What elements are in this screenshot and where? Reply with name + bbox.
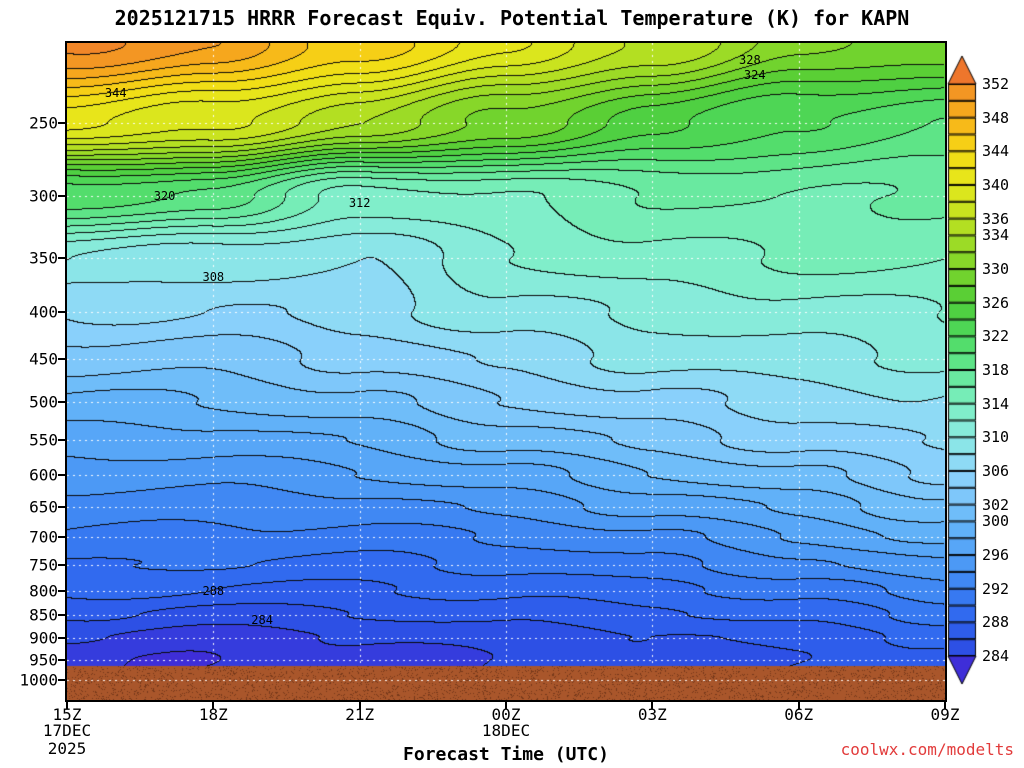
y-tick-label: 600 xyxy=(29,465,58,485)
watermark-link[interactable]: coolwx.com/modelts xyxy=(840,740,1014,759)
y-tick-mark xyxy=(58,589,66,592)
y-tick-label: 800 xyxy=(29,581,58,601)
colorbar-tick-label: 348 xyxy=(982,108,1010,127)
y-tick-mark xyxy=(58,506,66,509)
y-tick-label: 500 xyxy=(29,392,58,412)
x-tick-label: 21Z xyxy=(345,705,375,724)
x-axis-title: Forecast Time (UTC) xyxy=(403,744,609,765)
chart-title: 2025121715 HRRR Forecast Equiv. Potentia… xyxy=(114,6,910,30)
x-tick-mark xyxy=(944,701,946,709)
x-tick-mark xyxy=(797,701,800,709)
x-tick-label: 06Z xyxy=(784,705,814,724)
y-tick-mark xyxy=(58,637,66,639)
x-date-label-18dec: 18DEC xyxy=(481,721,531,740)
colorbar-tick-label: 296 xyxy=(982,546,1010,565)
y-tick-mark xyxy=(58,400,66,403)
y-tick-mark xyxy=(58,310,66,313)
colorbar-tick-label: 352 xyxy=(982,75,1010,93)
x-tick-mark xyxy=(505,701,507,709)
colorbar-tick-label: 326 xyxy=(982,293,1010,312)
y-tick-label: 250 xyxy=(29,113,58,133)
colorbar-tick-label: 288 xyxy=(982,613,1010,632)
colorbar-tick-label: 300 xyxy=(982,512,1010,531)
x-tick-mark xyxy=(651,701,654,709)
y-tick-label: 350 xyxy=(29,248,58,268)
y-tick-label: 1000 xyxy=(19,670,58,690)
y-tick-label: 900 xyxy=(29,628,58,648)
y-tick-mark xyxy=(58,121,66,124)
colorbar-tick-label: 292 xyxy=(982,579,1010,598)
x-tick-label: 09Z xyxy=(930,705,960,724)
colorbar-tick-label: 322 xyxy=(982,327,1010,346)
y-tick-label: 650 xyxy=(29,497,58,517)
x-date-label-year: 2025 xyxy=(47,739,87,758)
y-tick-mark xyxy=(58,195,66,198)
y-tick-mark xyxy=(58,438,66,441)
y-tick-label: 850 xyxy=(29,605,58,625)
y-tick-mark xyxy=(58,257,66,260)
x-tick-mark xyxy=(212,701,215,709)
y-tick-label: 300 xyxy=(29,186,58,206)
y-tick-label: 750 xyxy=(29,555,58,575)
colorbar-tick-label: 330 xyxy=(982,260,1010,279)
x-tick-mark xyxy=(358,701,361,709)
y-tick-mark xyxy=(58,563,66,566)
colorbar-tick-label: 310 xyxy=(982,428,1010,447)
y-tick-mark xyxy=(58,473,66,476)
y-tick-mark xyxy=(58,679,66,682)
x-tick-label: 03Z xyxy=(637,705,667,724)
y-tick-label: 400 xyxy=(29,302,58,322)
colorbar-canvas xyxy=(946,50,980,690)
y-tick-label: 550 xyxy=(29,430,58,450)
colorbar-tick-label: 336 xyxy=(982,209,1010,228)
colorbar-tick-label: 314 xyxy=(982,394,1010,413)
colorbar-tick-label: 284 xyxy=(982,647,1010,665)
y-tick-mark xyxy=(58,658,66,661)
x-date-label-17dec: 17DEC xyxy=(42,721,92,740)
y-tick-label: 700 xyxy=(29,527,58,547)
thetae-cross-section-canvas xyxy=(65,41,947,702)
colorbar-tick-label: 340 xyxy=(982,175,1010,194)
y-tick-label: 450 xyxy=(29,349,58,369)
colorbar-tick-label: 334 xyxy=(982,226,1010,245)
y-tick-label: 950 xyxy=(29,650,58,670)
colorbar-tick-label: 344 xyxy=(982,142,1010,161)
x-tick-label: 18Z xyxy=(198,705,228,724)
colorbar-tick-label: 318 xyxy=(982,361,1010,379)
y-tick-mark xyxy=(58,535,66,538)
x-tick-mark xyxy=(66,701,68,709)
y-tick-mark xyxy=(58,614,66,616)
y-tick-mark xyxy=(58,358,66,361)
colorbar-tick-label: 306 xyxy=(982,461,1010,480)
colorbar-tick-label: 302 xyxy=(982,495,1010,514)
